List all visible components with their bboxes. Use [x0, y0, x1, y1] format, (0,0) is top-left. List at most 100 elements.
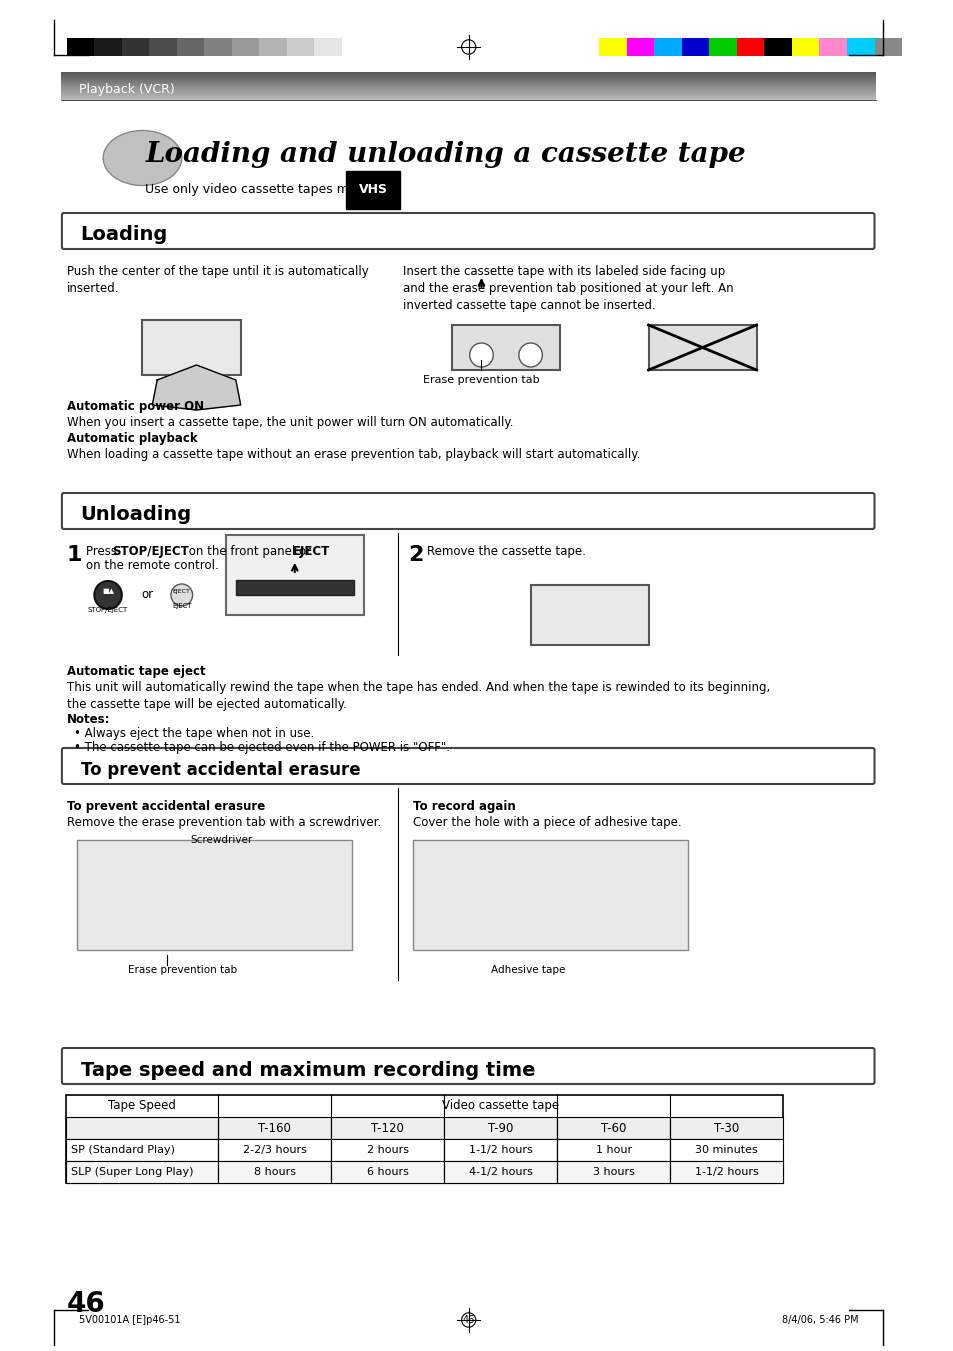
Bar	[66, 1161, 218, 1183]
Bar	[218, 1161, 782, 1183]
Bar	[218, 1139, 331, 1161]
Text: EJECT: EJECT	[293, 544, 330, 558]
Circle shape	[518, 343, 542, 367]
Bar	[819, 38, 846, 55]
Bar	[681, 38, 709, 55]
Text: 46: 46	[462, 1315, 475, 1325]
Text: • Always eject the tape when not in use.: • Always eject the tape when not in use.	[73, 727, 314, 740]
Text: 1-1/2 hours: 1-1/2 hours	[694, 1167, 758, 1177]
Text: To prevent accidental erasure: To prevent accidental erasure	[80, 761, 360, 780]
Text: Playback (VCR): Playback (VCR)	[78, 84, 174, 96]
Text: 1: 1	[67, 544, 82, 565]
Bar	[314, 38, 341, 55]
Text: 6 hours: 6 hours	[366, 1167, 408, 1177]
Bar	[66, 1096, 782, 1183]
Text: Erase prevention tab: Erase prevention tab	[128, 965, 236, 975]
Bar	[61, 72, 876, 100]
Text: When loading a cassette tape without an erase prevention tab, playback will star: When loading a cassette tape without an …	[67, 449, 639, 461]
Text: To prevent accidental erasure: To prevent accidental erasure	[67, 800, 265, 813]
Text: Automatic playback: Automatic playback	[67, 432, 197, 444]
Text: Push the center of the tape until it is automatically
inserted.: Push the center of the tape until it is …	[67, 265, 368, 295]
Text: 4-1/2 hours: 4-1/2 hours	[468, 1167, 532, 1177]
Bar	[122, 38, 150, 55]
Bar	[648, 326, 756, 370]
Bar	[452, 326, 559, 370]
Text: STOP/EJECT: STOP/EJECT	[88, 607, 128, 613]
Text: Remove the cassette tape.: Remove the cassette tape.	[427, 544, 586, 558]
Text: 3 hours: 3 hours	[592, 1167, 634, 1177]
Bar	[341, 38, 369, 55]
Text: T-60: T-60	[600, 1121, 626, 1135]
Bar	[626, 38, 654, 55]
Text: 1 hour: 1 hour	[595, 1146, 631, 1155]
Bar	[331, 1161, 444, 1183]
Bar	[331, 1117, 444, 1139]
Circle shape	[94, 581, 122, 609]
Bar	[557, 1117, 669, 1139]
Text: To record again: To record again	[413, 800, 515, 813]
Bar	[67, 38, 94, 55]
Bar	[235, 580, 354, 594]
Bar	[874, 38, 902, 55]
Bar	[287, 38, 314, 55]
Bar	[846, 38, 874, 55]
Bar	[444, 1139, 557, 1161]
Text: Tape speed and maximum recording time: Tape speed and maximum recording time	[80, 1061, 535, 1079]
Bar	[444, 1161, 557, 1183]
Text: or: or	[141, 589, 153, 601]
Text: STOP/EJECT: STOP/EJECT	[112, 544, 189, 558]
Text: 8/4/06, 5:46 PM: 8/4/06, 5:46 PM	[781, 1315, 858, 1325]
Bar	[259, 38, 287, 55]
FancyBboxPatch shape	[62, 213, 874, 249]
Text: Erase prevention tab: Erase prevention tab	[423, 376, 539, 385]
Bar	[66, 1161, 218, 1183]
Bar	[763, 38, 791, 55]
Bar	[709, 38, 736, 55]
Circle shape	[469, 343, 493, 367]
Bar	[61, 72, 876, 100]
Text: Loading: Loading	[80, 226, 168, 245]
Bar	[413, 840, 687, 950]
Text: 2 hours: 2 hours	[366, 1146, 408, 1155]
Text: Automatic power ON: Automatic power ON	[67, 400, 204, 413]
Bar	[142, 320, 240, 376]
Bar	[736, 38, 763, 55]
Text: VHS: VHS	[358, 182, 387, 196]
Bar	[226, 535, 363, 615]
Text: T-90: T-90	[487, 1121, 513, 1135]
Text: Automatic tape eject: Automatic tape eject	[67, 665, 205, 678]
Bar	[76, 840, 352, 950]
Bar	[669, 1117, 782, 1139]
Text: Loading and unloading a cassette tape: Loading and unloading a cassette tape	[145, 142, 745, 169]
Text: 46: 46	[67, 1290, 106, 1319]
Bar	[232, 38, 259, 55]
Text: • The cassette tape can be ejected even if the POWER is "OFF".: • The cassette tape can be ejected even …	[73, 740, 449, 754]
Bar	[669, 1161, 782, 1183]
Circle shape	[171, 584, 193, 607]
Text: T-160: T-160	[258, 1121, 291, 1135]
Text: 5V00101A [E]p46-51: 5V00101A [E]p46-51	[78, 1315, 180, 1325]
Bar	[218, 1117, 331, 1139]
Text: .: .	[383, 182, 387, 196]
Ellipse shape	[103, 131, 182, 185]
FancyBboxPatch shape	[62, 748, 874, 784]
Text: 2-2/3 hours: 2-2/3 hours	[242, 1146, 306, 1155]
Bar	[218, 1161, 331, 1183]
Text: Cover the hole with a piece of adhesive tape.: Cover the hole with a piece of adhesive …	[413, 816, 680, 830]
Text: SP (Standard Play): SP (Standard Play)	[71, 1146, 174, 1155]
Text: SLP (Super Long Play): SLP (Super Long Play)	[71, 1167, 193, 1177]
Polygon shape	[152, 365, 240, 409]
Text: Use only video cassette tapes marked: Use only video cassette tapes marked	[145, 182, 388, 196]
Text: 1-1/2 hours: 1-1/2 hours	[468, 1146, 532, 1155]
Bar	[444, 1117, 557, 1139]
Bar	[791, 38, 819, 55]
Bar	[66, 1117, 218, 1139]
Text: ■▲: ■▲	[102, 588, 114, 594]
Bar	[530, 585, 648, 644]
Text: 30 minutes: 30 minutes	[695, 1146, 758, 1155]
Text: EJECT: EJECT	[172, 603, 192, 609]
Bar	[598, 38, 626, 55]
Text: on the remote control.: on the remote control.	[87, 559, 219, 571]
Bar	[669, 1139, 782, 1161]
Text: on the front panel or: on the front panel or	[185, 544, 314, 558]
